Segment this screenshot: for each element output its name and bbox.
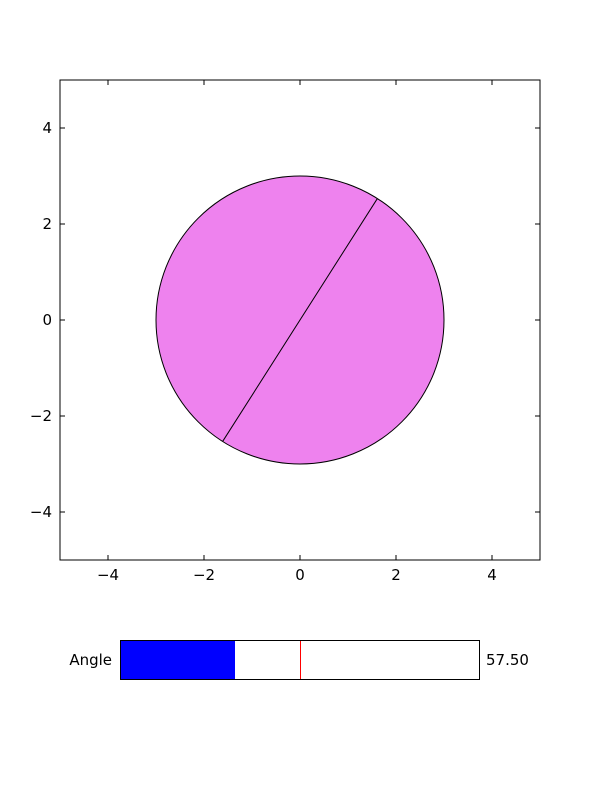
slider-label: Angle bbox=[69, 651, 112, 669]
shapes-layer bbox=[155, 175, 445, 465]
y-tick-label: 2 bbox=[42, 215, 52, 233]
y-tick-label: −2 bbox=[30, 407, 52, 425]
x-tick-label: 4 bbox=[487, 566, 497, 584]
angle-slider[interactable] bbox=[120, 640, 480, 680]
angle-slider-widget: Angle 57.50 bbox=[0, 640, 600, 680]
x-tick-label: −4 bbox=[97, 566, 119, 584]
slider-fill bbox=[121, 641, 236, 679]
slider-value: 57.50 bbox=[486, 651, 529, 669]
diameter-line bbox=[222, 198, 378, 442]
plot-area: −4 −2 0 2 4 −4 −2 0 2 4 bbox=[30, 79, 541, 584]
x-tick-label: 0 bbox=[295, 566, 305, 584]
axis-tick-labels: −4 −2 0 2 4 −4 −2 0 2 4 bbox=[30, 119, 497, 584]
y-tick-label: −4 bbox=[30, 503, 52, 521]
y-tick-label: 0 bbox=[42, 311, 52, 329]
slider-initial-marker bbox=[300, 641, 301, 679]
axis-ticks bbox=[60, 80, 540, 560]
y-tick-label: 4 bbox=[42, 119, 52, 137]
x-tick-label: −2 bbox=[193, 566, 215, 584]
x-tick-label: 2 bbox=[391, 566, 401, 584]
